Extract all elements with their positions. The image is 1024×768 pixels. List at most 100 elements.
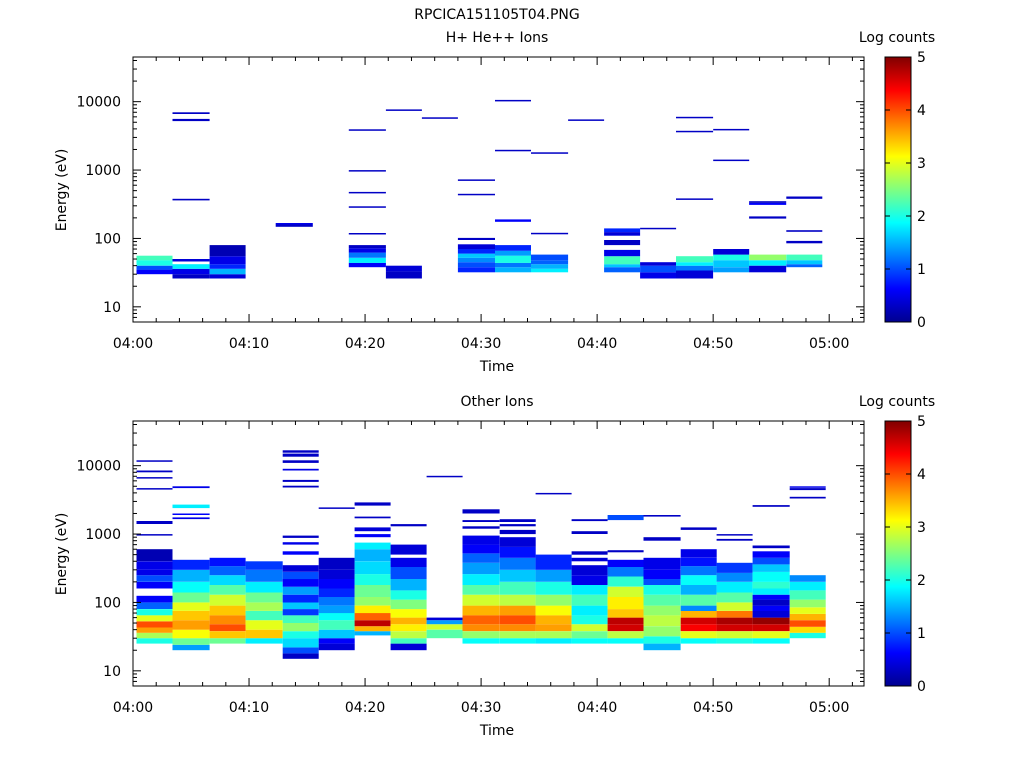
heatmap-cell xyxy=(680,617,717,625)
heatmap-cell xyxy=(716,602,753,611)
heatmap-cell xyxy=(676,130,714,133)
plot-frame xyxy=(132,56,865,323)
heatmap-cell xyxy=(752,624,790,632)
heatmap-cell xyxy=(716,562,753,573)
heatmap-cell xyxy=(282,535,319,538)
heatmap-cell xyxy=(499,569,536,582)
heatmap-cell xyxy=(716,631,753,639)
heatmap-cells-h-he-ions xyxy=(136,99,823,279)
heatmap-cell xyxy=(462,605,500,616)
heatmap-cell xyxy=(752,599,790,606)
heatmap-cell xyxy=(136,255,173,261)
heatmap-cell xyxy=(789,626,826,633)
heatmap-cell xyxy=(676,270,714,279)
heatmap-cell xyxy=(680,624,717,632)
heatmap-cell xyxy=(348,170,386,172)
heatmap-cell xyxy=(643,594,681,606)
heatmap-cell xyxy=(136,521,173,524)
heatmap-cell xyxy=(275,224,313,227)
heatmap-cell xyxy=(457,257,495,263)
x-tick-label: 04:40 xyxy=(577,336,617,352)
heatmap-cell xyxy=(680,575,717,585)
x-tick-label: 04:00 xyxy=(113,700,153,716)
heatmap-cell xyxy=(462,585,500,595)
heatmap-cell xyxy=(390,567,427,579)
heatmap-cell xyxy=(354,620,391,627)
heatmap-cell xyxy=(354,626,391,632)
axes-other-ions: 04:00 04:10 04:20 04:30 04:40 04:50 05:00 10 100… xyxy=(76,420,865,716)
heatmap-cell xyxy=(172,264,210,269)
heatmap-cell xyxy=(535,492,572,495)
x-tick-label: 04:30 xyxy=(461,700,501,716)
heatmap-cell xyxy=(318,613,355,621)
heatmap-cell xyxy=(676,256,714,263)
panel-h-he-ions: H+ He++ Ions Time Energy (eV) Log counts… xyxy=(54,30,935,375)
heatmap-cell xyxy=(385,271,422,279)
heatmap-cell xyxy=(604,228,641,232)
heatmap-cell xyxy=(499,615,536,625)
colorbar-tick-label: 3 xyxy=(917,520,926,536)
heatmap-cell xyxy=(282,579,319,587)
heatmap-cell xyxy=(390,609,427,618)
heatmap-cell xyxy=(354,542,391,550)
heatmap-cell xyxy=(499,631,536,639)
heatmap-cell xyxy=(245,561,283,570)
heatmap-cell xyxy=(136,575,173,582)
heatmap-cell xyxy=(172,259,210,262)
colorbar-h-he-ions: 0 1 2 3 4 5 xyxy=(884,50,926,331)
heatmap-cell xyxy=(752,571,790,582)
heatmap-cell xyxy=(571,631,608,639)
heatmap-cell xyxy=(643,636,681,644)
heatmap-cell xyxy=(390,579,427,591)
heatmap-cell xyxy=(136,549,173,562)
heatmap-cell xyxy=(535,638,572,644)
heatmap-cell xyxy=(172,638,210,645)
heatmap-cell xyxy=(462,509,500,514)
heatmap-cell xyxy=(495,99,531,102)
heatmap-cell xyxy=(607,559,644,567)
heatmap-cell xyxy=(716,624,753,632)
heatmap-cell xyxy=(462,631,500,639)
heatmap-cell xyxy=(282,485,319,488)
heatmap-cell xyxy=(282,638,319,648)
heatmap-cell xyxy=(749,216,787,219)
heatmap-cell xyxy=(457,237,495,240)
heatmap-cell xyxy=(571,615,608,625)
heatmap-cell xyxy=(426,629,463,639)
heatmap-cell xyxy=(282,453,319,457)
heatmap-cell xyxy=(676,198,714,200)
heatmap-cell xyxy=(640,265,677,273)
heatmap-cell xyxy=(136,627,173,633)
heatmap-cell xyxy=(789,590,826,600)
heatmap-cell xyxy=(535,569,572,582)
heatmap-cell xyxy=(680,594,717,606)
heatmap-cell xyxy=(318,620,355,630)
heatmap-cell xyxy=(571,575,608,585)
heatmap-cell xyxy=(571,638,608,644)
heatmap-cell xyxy=(752,564,790,572)
heatmap-cell xyxy=(607,515,644,521)
heatmap-cell xyxy=(282,609,319,616)
x-tick-label: 04:40 xyxy=(577,700,617,716)
panel-title-h-he-ions: H+ He++ Ions xyxy=(446,30,549,46)
heatmap-cell xyxy=(752,605,790,611)
heatmap-cell xyxy=(318,507,355,509)
heatmap-cell xyxy=(136,561,173,570)
heatmap-cell xyxy=(495,219,531,222)
y-tick-label: 10 xyxy=(103,300,121,316)
heatmap-cell xyxy=(348,252,386,258)
colorbar-tick-label: 2 xyxy=(917,209,926,225)
x-tick-label: 04:10 xyxy=(229,336,269,352)
heatmap-cell xyxy=(713,260,750,268)
heatmap-cell xyxy=(390,631,427,639)
heatmap-cell xyxy=(571,519,608,522)
heatmap-cell xyxy=(749,265,787,273)
heatmap-cell xyxy=(209,615,246,625)
heatmap-cell xyxy=(136,269,173,275)
heatmap-cell xyxy=(390,599,427,610)
heatmap-cell xyxy=(571,605,608,616)
heatmap-cell xyxy=(426,624,463,630)
heatmap-cell xyxy=(607,576,644,587)
plot-frame xyxy=(132,420,865,687)
heatmap-cell xyxy=(752,594,790,600)
